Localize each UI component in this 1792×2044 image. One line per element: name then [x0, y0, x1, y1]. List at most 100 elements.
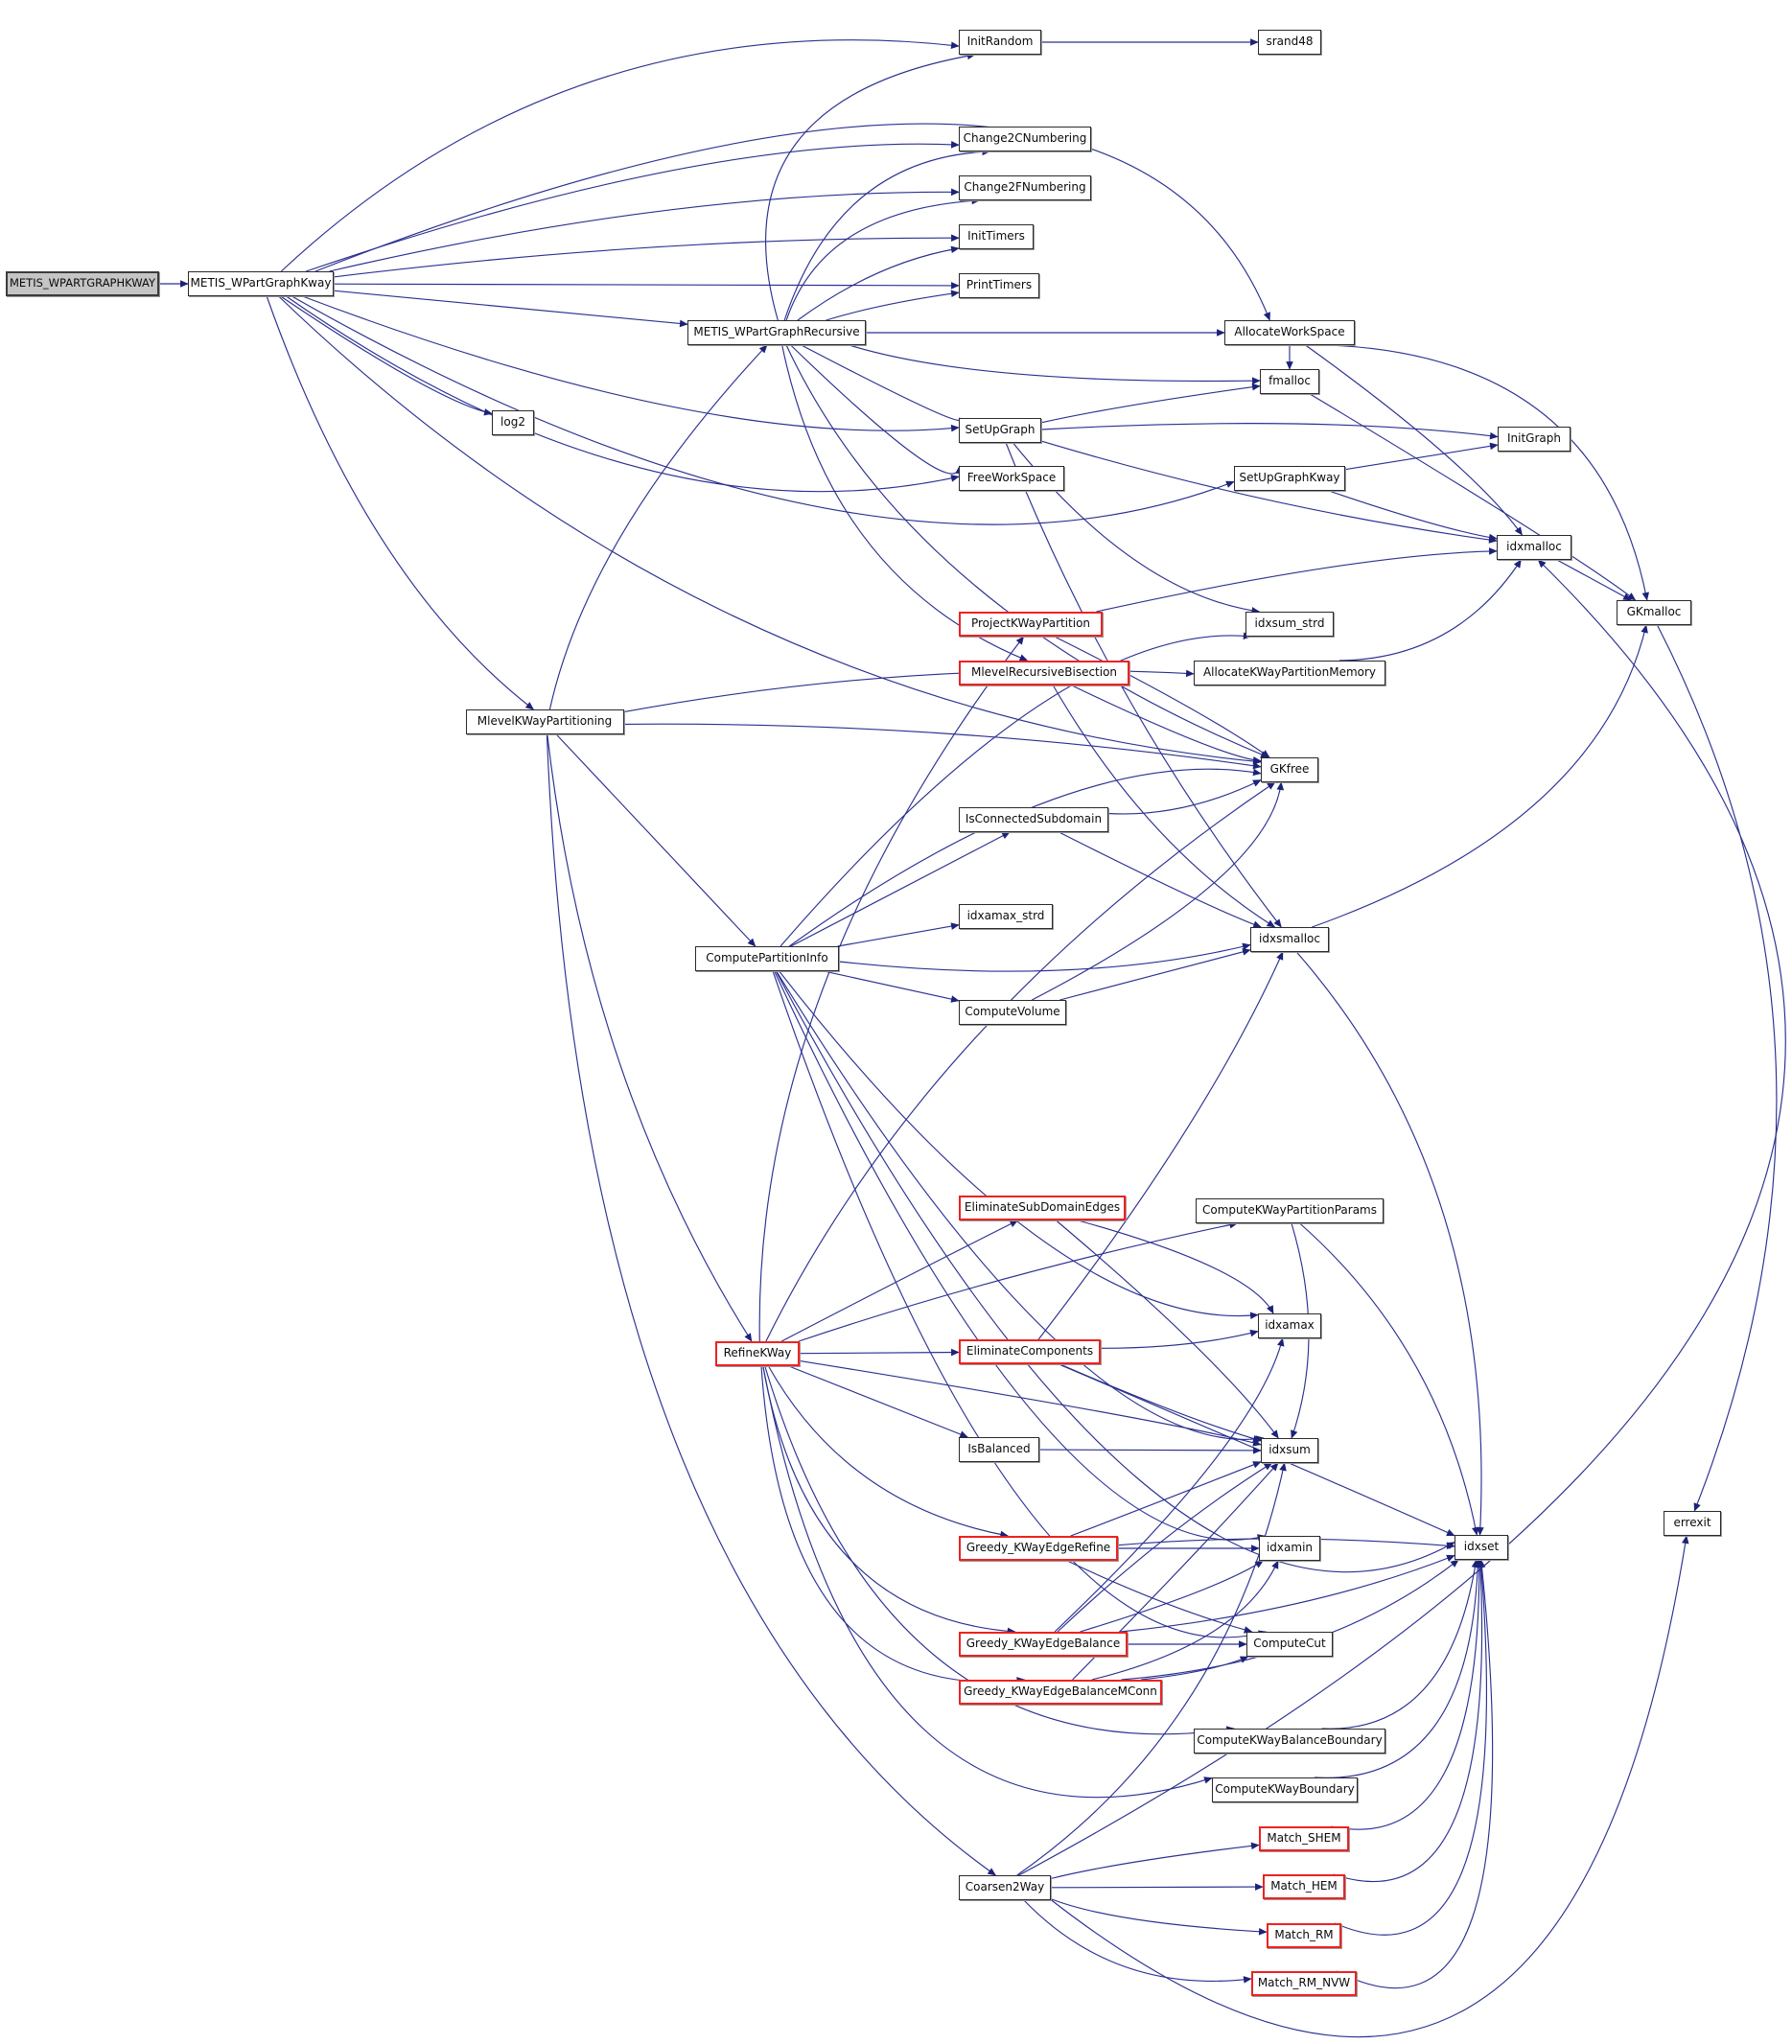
node-IsConnectedSubdomain[interactable]: IsConnectedSubdomain — [959, 807, 1108, 832]
edge-METIS_WPartGraphRecursive-to-Change2CNumbering — [783, 148, 991, 321]
node-errexit[interactable]: errexit — [1664, 1511, 1721, 1536]
edge-RefineKWay-to-ComputeKWayBalanceBoundary — [764, 1365, 1235, 1735]
edge-Match_RM-to-idxset — [1334, 1559, 1488, 1936]
edge-EliminateSubDomainEdges-to-idxsum — [1056, 1219, 1279, 1439]
node-EliminateSubDomainEdges[interactable]: EliminateSubDomainEdges — [959, 1196, 1126, 1220]
edge-IsBalanced-to-idxsum — [1038, 1447, 1262, 1454]
edge-ComputePartitionInfo-to-idxsmalloc — [838, 942, 1251, 972]
edge-MlevelKWayPartitioning-to-GKfree — [623, 723, 1262, 770]
node-idxmalloc[interactable]: idxmalloc — [1497, 535, 1571, 560]
node-idxsmalloc[interactable]: idxsmalloc — [1250, 927, 1329, 952]
node-RefineKWay[interactable]: RefineKWay — [715, 1341, 800, 1366]
edge-ComputeVolume-to-GKfree — [1032, 781, 1285, 1001]
node-Greedy_KWayEdgeBalanceMConn[interactable]: Greedy_KWayEdgeBalanceMConn — [959, 1680, 1162, 1705]
node-PrintTimers[interactable]: PrintTimers — [959, 273, 1039, 298]
edge-MlevelRecursiveBisection-to-GKfree — [1071, 685, 1262, 764]
node-ComputeKWayPartitionParams[interactable]: ComputeKWayPartitionParams — [1196, 1198, 1384, 1223]
node-Match_RM[interactable]: Match_RM — [1267, 1923, 1341, 1948]
node-idxset[interactable]: idxset — [1455, 1535, 1508, 1560]
edge-METIS_WPartGraphRecursive-to-SetUpGraph — [801, 344, 967, 427]
edge-Greedy_KWayEdgeBalance-to-idxamax — [1054, 1337, 1285, 1633]
edge-ComputeKWayBoundary-to-idxset — [1314, 1559, 1482, 1778]
node-Change2FNumbering[interactable]: Change2FNumbering — [959, 175, 1091, 200]
edge-Greedy_KWayEdgeBalanceMConn-to-ComputeCut — [1141, 1656, 1249, 1681]
edge-RefineKWay-to-IsBalanced — [788, 1365, 968, 1438]
edge-METIS_WPartGraphRecursive-to-FreeWorkSpace — [790, 344, 963, 475]
edge-MlevelKWayPartitioning-to-RefineKWay — [547, 733, 753, 1342]
edge-ComputePartitionInfo-to-idxsum_strd — [780, 632, 1252, 947]
edge-Coarsen2Way-to-idxmalloc — [1018, 559, 1786, 1876]
node-METIS_WPARTGRAPHKWAY[interactable]: METIS_WPARTGRAPHKWAY — [6, 271, 159, 296]
edge-METIS_WPartGraphKway-to-Change2CNumbering — [306, 141, 960, 272]
edge-Greedy_KWayEdgeRefine-to-ComputeCut — [1066, 1560, 1253, 1634]
node-GKmalloc[interactable]: GKmalloc — [1617, 600, 1691, 625]
node-SetUpGraphKway[interactable]: SetUpGraphKway — [1234, 466, 1345, 491]
edge-Coarsen2Way-to-idxsum — [1016, 1462, 1287, 1876]
edge-METIS_WPartGraphKway-to-InitTimers — [333, 234, 960, 278]
edge-Coarsen2Way-to-errexit — [1050, 1535, 1689, 2038]
edge-ComputeKWayPartitionParams-to-idxset — [1299, 1222, 1479, 1536]
edge-RefineKWay-to-ComputeKWayPartitionParams — [798, 1220, 1239, 1342]
node-FreeWorkSpace[interactable]: FreeWorkSpace — [959, 466, 1064, 491]
node-METIS_WPartGraphRecursive[interactable]: METIS_WPartGraphRecursive — [687, 320, 866, 345]
node-Match_RM_NVW[interactable]: Match_RM_NVW — [1251, 1971, 1357, 1996]
edge-GKmalloc-to-errexit — [1656, 624, 1778, 1512]
node-METIS_WPartGraphKway[interactable]: METIS_WPartGraphKway — [188, 271, 334, 296]
edge-EliminateComponents-to-idxsum — [1059, 1363, 1262, 1443]
edge-RefineKWay-to-GKfree — [765, 781, 1276, 1342]
node-ProjectKWayPartition[interactable]: ProjectKWayPartition — [959, 612, 1103, 637]
edge-ComputePartitionInfo-to-IsConnectedSubdomain — [790, 831, 1011, 947]
edge-METIS_WPartGraphKway-to-SetUpGraphKway — [291, 295, 1235, 525]
node-AllocateWorkSpace[interactable]: AllocateWorkSpace — [1224, 320, 1355, 345]
edge-EliminateComponents-to-idxsmalloc — [1037, 951, 1284, 1340]
node-IsBalanced[interactable]: IsBalanced — [959, 1437, 1039, 1462]
node-Greedy_KWayEdgeRefine[interactable]: Greedy_KWayEdgeRefine — [959, 1536, 1118, 1561]
edge-RefineKWay-to-ProjectKWayPartition — [758, 636, 1025, 1342]
edge-idxsmalloc-to-idxset — [1295, 951, 1484, 1536]
node-EliminateComponents[interactable]: EliminateComponents — [959, 1339, 1101, 1364]
edge-AllocateWorkSpace-to-GKmalloc — [1328, 344, 1650, 601]
edge-AllocateKWayPartitionMemory-to-idxmalloc — [1338, 559, 1522, 662]
edge-ComputePartitionInfo-to-GKfree — [788, 768, 1262, 947]
edge-Greedy_KWayEdgeBalanceMConn-to-idxamin — [1091, 1560, 1279, 1681]
node-MlevelKWayPartitioning[interactable]: MlevelKWayPartitioning — [465, 709, 624, 734]
node-ComputePartitionInfo[interactable]: ComputePartitionInfo — [695, 946, 839, 971]
node-InitRandom[interactable]: InitRandom — [959, 30, 1041, 55]
node-idxsum_strd[interactable]: idxsum_strd — [1245, 612, 1334, 637]
edge-RefineKWay-to-idxsum — [799, 1359, 1262, 1447]
edge-SetUpGraphKway-to-InitGraph — [1344, 442, 1499, 471]
node-ComputeVolume[interactable]: ComputeVolume — [959, 1000, 1066, 1025]
node-idxamin[interactable]: idxamin — [1259, 1536, 1320, 1561]
node-fmalloc[interactable]: fmalloc — [1260, 369, 1319, 394]
node-Coarsen2Way[interactable]: Coarsen2Way — [959, 1875, 1051, 1900]
node-ComputeKWayBalanceBoundary[interactable]: ComputeKWayBalanceBoundary — [1194, 1729, 1385, 1754]
node-SetUpGraph[interactable]: SetUpGraph — [959, 418, 1041, 443]
edge-RefineKWay-to-Greedy_KWayEdgeRefine — [767, 1365, 1009, 1539]
node-idxsum[interactable]: idxsum — [1261, 1438, 1318, 1463]
edge-Greedy_KWayEdgeBalance-to-idxsum — [1057, 1462, 1273, 1633]
edge-AllocateWorkSpace-to-idxmalloc — [1305, 344, 1523, 536]
node-Match_HEM[interactable]: Match_HEM — [1263, 1874, 1345, 1899]
node-ComputeCut[interactable]: ComputeCut — [1246, 1632, 1333, 1657]
node-Change2CNumbering[interactable]: Change2CNumbering — [959, 127, 1091, 151]
edge-SetUpGraphKway-to-idxmalloc — [1328, 490, 1498, 542]
node-AllocateKWayPartitionMemory[interactable]: AllocateKWayPartitionMemory — [1194, 661, 1385, 685]
edge-METIS_WPartGraphRecursive-to-PrintTimers — [826, 290, 960, 321]
edge-RefineKWay-to-Greedy_KWayEdgeBalance — [762, 1365, 1016, 1636]
node-Match_SHEM[interactable]: Match_SHEM — [1259, 1826, 1349, 1851]
node-MlevelRecursiveBisection[interactable]: MlevelRecursiveBisection — [959, 661, 1129, 685]
node-Greedy_KWayEdgeBalance[interactable]: Greedy_KWayEdgeBalance — [959, 1632, 1128, 1657]
edge-METIS_WPartGraphRecursive-to-fmalloc — [849, 344, 1261, 385]
edge-METIS_WPartGraphKway-to-MlevelKWayPartitioning — [266, 295, 534, 710]
edge-METIS_WPartGraphKway-to-PrintTimers — [333, 282, 960, 290]
node-ComputeKWayBoundary[interactable]: ComputeKWayBoundary — [1212, 1777, 1358, 1802]
node-GKfree[interactable]: GKfree — [1261, 757, 1318, 782]
node-InitGraph[interactable]: InitGraph — [1498, 427, 1571, 452]
node-srand48[interactable]: srand48 — [1258, 30, 1321, 55]
node-idxamax_strd[interactable]: idxamax_strd — [959, 904, 1053, 929]
node-log2[interactable]: log2 — [492, 410, 534, 435]
node-InitTimers[interactable]: InitTimers — [959, 224, 1034, 249]
node-idxamax[interactable]: idxamax — [1258, 1313, 1321, 1338]
edge-idxsmalloc-to-GKmalloc — [1312, 624, 1648, 928]
